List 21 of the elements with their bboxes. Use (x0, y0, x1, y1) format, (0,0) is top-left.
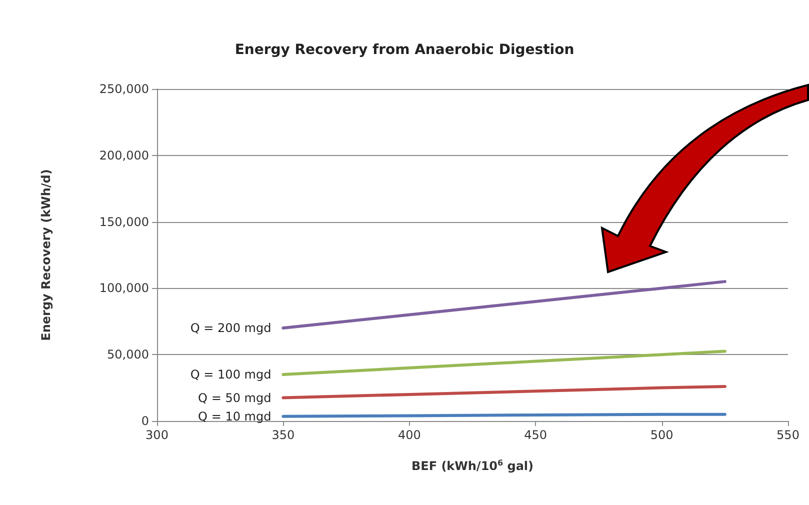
line-series (282, 280, 726, 330)
y-tick-label: 150,000 (99, 214, 149, 229)
x-tick-label: 450 (524, 428, 548, 442)
chart-title: Energy Recovery from Anaerobic Digestion (234, 42, 574, 58)
x-tick-label: 350 (272, 428, 295, 442)
x-tick-label: 300 (146, 428, 168, 442)
series-label: Q = 200 mgd (190, 321, 272, 336)
x-tick-label: 400 (398, 428, 421, 442)
line-series (282, 350, 726, 376)
line-series (282, 384, 726, 400)
y-tick-label: 100,000 (99, 281, 149, 296)
y-tick-label: 0 (141, 414, 149, 428)
y-tick-label: 50,000 (107, 348, 149, 362)
x-tick-label: 550 (776, 428, 800, 442)
series-label: Q = 50 mgd (198, 390, 272, 405)
y-tick-label: 250,000 (99, 82, 149, 96)
y-axis-title: Energy Recovery (kWh/d) (39, 169, 53, 341)
series-label: Q = 100 mgd (190, 368, 272, 382)
series-label: Q = 10 mgd (198, 409, 272, 424)
x-tick-label: 500 (650, 428, 674, 442)
y-tick-label: 200,000 (99, 148, 149, 162)
